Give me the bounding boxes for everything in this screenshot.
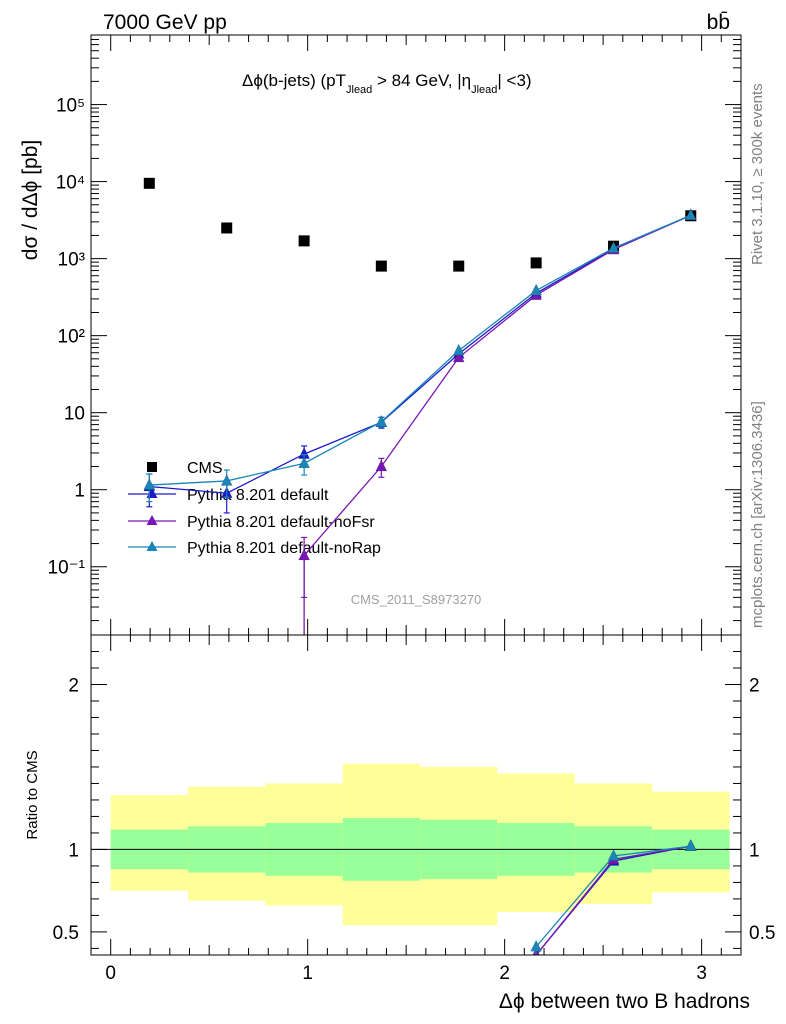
beam-label: 7000 GeV pp (103, 11, 227, 34)
ratio-series-line (535, 845, 691, 955)
data-point-cms (453, 260, 465, 272)
data-point-cms (143, 177, 155, 189)
process-label: bb̄ (707, 11, 730, 34)
y-tick-label: 10⁴ (56, 173, 85, 194)
rivet-version-label: Rivet 3.1.10, ≥ 300k events (749, 83, 766, 265)
legend-norap-marker (146, 541, 158, 551)
x-tick-label: 1 (302, 963, 313, 984)
x-tick-label: 0 (105, 963, 116, 984)
y-tick-label: 10² (58, 327, 85, 348)
data-point-cms (530, 257, 542, 269)
title-part-a: Δϕ(b-jets) (pT (242, 71, 346, 90)
title-sub-2: Jlead (471, 84, 497, 96)
source-label: mcplots.cern.ch [arXiv:1306.3436] (749, 401, 766, 628)
ratio-y-tick-label: 2 (68, 675, 79, 696)
analysis-watermark: CMS_2011_S8973270 (351, 592, 482, 607)
ratio-series-pythia-8-201-default-norap (530, 839, 697, 955)
legend-cms-marker (147, 462, 157, 472)
y-tick-label: 10³ (58, 250, 85, 271)
legend-default-label: Pythia 8.201 default (187, 487, 329, 504)
legend: CMS Pythia 8.201 default Pythia 8.201 de… (128, 460, 381, 557)
legend-nofsr-label: Pythia 8.201 default-noFsr (187, 514, 375, 531)
data-point-pythia-8-201-default-norap (530, 283, 543, 296)
x-tick-label: 3 (696, 963, 707, 984)
series-cms (143, 177, 697, 272)
data-point-pythia-8-201-default-nofsr (452, 350, 465, 363)
data-point-pythia-8-201-default-norap (607, 241, 620, 253)
ratio-point-pythia-8-201-default-norap (530, 939, 543, 952)
series-line (149, 214, 692, 486)
data-point-pythia-8-201-default-norap (452, 343, 465, 356)
data-point-pythia-8-201-default-norap (220, 473, 233, 486)
ratio-ylabel: Ratio to CMS (24, 750, 41, 839)
ratio-xlabel: Δϕ between two B hadrons (499, 990, 750, 1013)
data-point-pythia-8-201-default-norap (375, 414, 388, 427)
title-part-b: > 84 GeV, |η (372, 71, 471, 90)
y-tick-label: 10⁵ (56, 96, 85, 117)
data-point-cms (298, 235, 310, 247)
main-title: Δϕ(b-jets) (pTJlead > 84 GeV, |ηJlead| <… (242, 71, 532, 96)
data-point-pythia-8-201-default-nofsr (375, 459, 388, 472)
ratio-y-tick-label-right: 0.5 (749, 923, 775, 944)
ratio-y-ticks: 0.5 0.5 1 1 2 2 (53, 650, 775, 949)
main-y-ticks: 10⁻¹ 1 10 10² 10³ 10⁴ 10⁵ (48, 34, 741, 622)
ratio-frame (90, 634, 742, 956)
data-point-cms (221, 222, 233, 234)
data-point-pythia-8-201-default-nofsr (298, 548, 311, 561)
data-point-pythia-8-201-default-norap (143, 477, 156, 490)
title-sub-1: Jlead (346, 84, 372, 96)
title-part-c: | <3) (497, 71, 531, 90)
main-series-layer (143, 177, 697, 635)
ratio-y-tick-label: 0.5 (53, 923, 79, 944)
ratio-series-line (535, 845, 691, 955)
y-tick-label: 10⁻¹ (48, 558, 86, 579)
x-tick-label: 2 (499, 963, 510, 984)
y-tick-label: 1 (74, 481, 85, 502)
data-point-cms (375, 260, 387, 272)
series-line (149, 214, 692, 494)
y-tick-label: 10 (64, 404, 85, 425)
ratio-y-tick-label: 1 (68, 840, 79, 861)
legend-cms-label: CMS (187, 460, 223, 477)
series-pythia-8-201-default-norap (143, 208, 697, 503)
ratio-bands (110, 763, 730, 926)
ratio-point-pythia-8-201-default-norap (684, 839, 697, 851)
data-point-pythia-8-201-default-norap (298, 456, 311, 469)
legend-nofsr-marker (146, 515, 158, 525)
ratio-y-tick-label-right: 2 (749, 675, 760, 696)
ratio-y-tick-label-right: 1 (749, 840, 760, 861)
data-point-pythia-8-201-default-norap (684, 208, 697, 220)
legend-norap-label: Pythia 8.201 default-noRap (187, 540, 381, 557)
main-ylabel: dσ / dΔϕ [pb] (19, 140, 42, 260)
x-ticks: 0 1 2 3 (105, 35, 742, 984)
ratio-series-layer (530, 839, 697, 955)
ratio-point-pythia-8-201-default-norap (607, 848, 620, 861)
series-pythia-8-201-default (143, 208, 697, 514)
